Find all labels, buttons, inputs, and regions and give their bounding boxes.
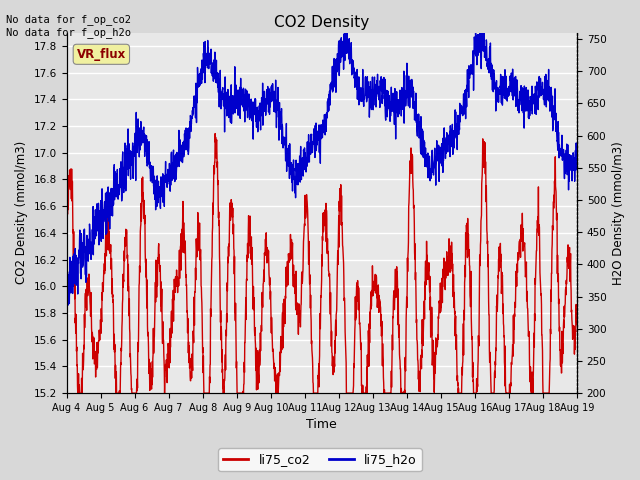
li75_co2 bbox=[63, 208, 70, 214]
X-axis label: Time: Time bbox=[307, 419, 337, 432]
li75_co2 bbox=[89, 356, 97, 362]
li75_co2 bbox=[559, 341, 566, 347]
li75_co2 bbox=[573, 320, 581, 325]
li75_h2o bbox=[89, 251, 97, 256]
li75_h2o bbox=[465, 63, 473, 69]
li75_h2o bbox=[343, 30, 351, 36]
li75_h2o bbox=[63, 272, 70, 278]
li75_h2o bbox=[298, 177, 305, 182]
li75_co2 bbox=[211, 131, 219, 136]
Line: li75_co2: li75_co2 bbox=[67, 133, 577, 393]
Text: No data for f_op_co2
No data for f_op_h2o: No data for f_op_co2 No data for f_op_h2… bbox=[6, 14, 131, 38]
li75_co2 bbox=[465, 247, 473, 252]
Y-axis label: H2O Density (mmol/m3): H2O Density (mmol/m3) bbox=[612, 141, 625, 285]
li75_h2o bbox=[559, 152, 566, 158]
li75_h2o bbox=[65, 302, 72, 308]
li75_h2o bbox=[311, 155, 319, 160]
Y-axis label: CO2 Density (mmol/m3): CO2 Density (mmol/m3) bbox=[15, 141, 28, 285]
Text: VR_flux: VR_flux bbox=[77, 48, 126, 61]
Legend: li75_co2, li75_h2o: li75_co2, li75_h2o bbox=[218, 448, 422, 471]
Line: li75_h2o: li75_h2o bbox=[67, 33, 577, 305]
li75_co2 bbox=[559, 360, 566, 365]
li75_h2o bbox=[573, 146, 581, 152]
li75_co2 bbox=[298, 269, 305, 275]
li75_h2o bbox=[559, 157, 566, 163]
li75_co2 bbox=[312, 390, 319, 396]
li75_co2 bbox=[74, 390, 82, 396]
Title: CO2 Density: CO2 Density bbox=[274, 15, 369, 30]
